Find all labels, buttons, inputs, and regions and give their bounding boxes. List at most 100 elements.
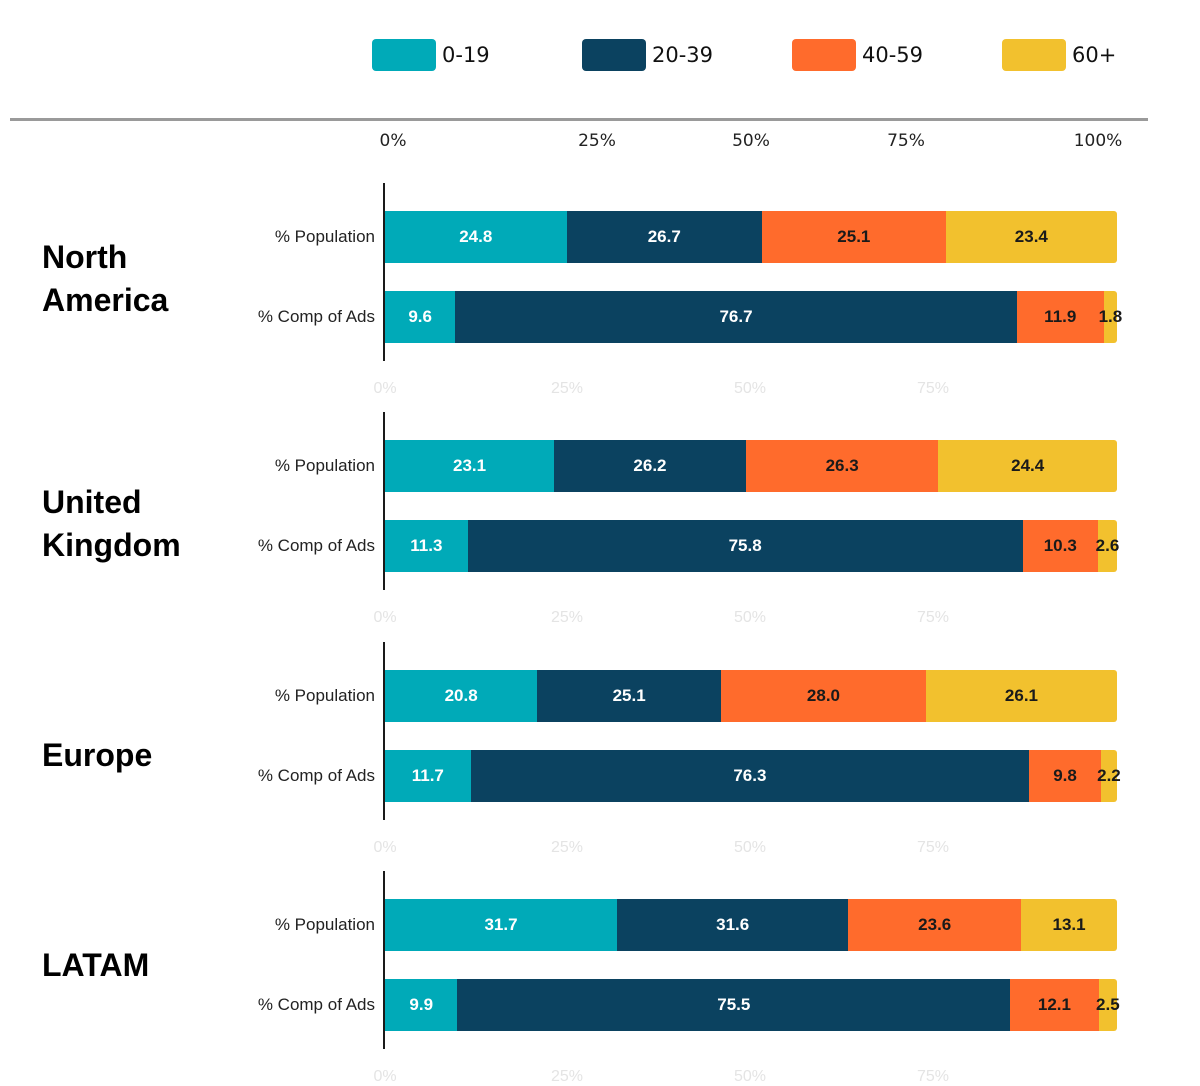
bar-data-label: 10.3	[1043, 536, 1077, 555]
bar-data-label: 26.3	[825, 456, 859, 475]
row-label: % Comp of Ads	[257, 766, 375, 785]
legend-item-0-19: 0-19	[372, 38, 490, 72]
x-tick-label: 75%	[887, 131, 925, 151]
legend-swatch	[792, 39, 856, 71]
x-tick-label: 50%	[732, 131, 770, 151]
x-tick-label: 100%	[1073, 131, 1123, 151]
ghost-tick-label: 50%	[733, 380, 767, 397]
bar-data-label: 24.8	[459, 227, 493, 246]
bar-segment-0-19: 20.8	[385, 670, 538, 722]
bar-segment-60plus: 2.6	[1095, 520, 1120, 572]
row-label: % Comp of Ads	[257, 307, 375, 326]
y-axis-line	[383, 871, 385, 1049]
bar-segment-40-59: 28.0	[720, 670, 926, 722]
y-axis-line	[383, 412, 385, 590]
bar-data-label: 20.8	[444, 686, 478, 705]
region-label-north-america: North America	[42, 239, 169, 318]
region-label-europe: Europe	[42, 737, 153, 773]
bar-data-label: 76.3	[733, 766, 767, 785]
bar-segment-20-39: 26.7	[566, 211, 762, 263]
bar-segment-60plus: 2.5	[1096, 979, 1120, 1031]
bar-segment-40-59: 10.3	[1022, 520, 1098, 572]
bar-data-label: 2.6	[1095, 536, 1120, 555]
bar-data-label: 75.8	[728, 536, 762, 555]
legend-label: 0-19	[442, 43, 490, 67]
bar-segment-60plus: 1.8	[1099, 291, 1122, 343]
bar-data-label: 1.8	[1098, 307, 1123, 326]
row-label: % Comp of Ads	[257, 536, 375, 555]
legend-label: 60+	[1072, 43, 1117, 67]
bar-data-label: 11.3	[410, 536, 443, 555]
header-divider	[10, 118, 1148, 121]
ghost-tick-label: 75%	[916, 839, 950, 856]
x-tick-label: 25%	[578, 131, 616, 151]
region-label-united-kingdom: United Kingdom	[42, 484, 181, 563]
bar-segment-0-19: 11.7	[385, 750, 471, 802]
bar-segment-40-59: 26.3	[745, 440, 939, 492]
legend-label: 20-39	[652, 43, 714, 67]
row-label: % Population	[274, 456, 375, 475]
ghost-tick-label: 25%	[550, 609, 584, 626]
bar-data-label: 12.1	[1037, 995, 1071, 1014]
row-label: % Population	[274, 227, 375, 246]
bar-segment-20-39: 75.5	[457, 979, 1011, 1031]
bar-data-label: 75.5	[717, 995, 751, 1014]
bar-data-label: 31.7	[484, 915, 518, 934]
bar-data-label: 23.1	[452, 456, 487, 475]
y-axis-line	[383, 183, 385, 361]
bar-segment-20-39: 75.8	[467, 520, 1023, 572]
bar-data-label: 13.1	[1052, 915, 1086, 934]
x-tick-label: 0%	[379, 131, 407, 151]
legend-swatch	[1002, 39, 1066, 71]
bar-segment-0-19: 9.9	[385, 979, 458, 1031]
ghost-tick-label: 50%	[733, 609, 767, 626]
ghost-tick-label: 0%	[373, 839, 397, 856]
bar-data-label: 31.6	[716, 915, 750, 934]
row-label: % Population	[274, 915, 375, 934]
chart-legend: 0-19 20-39 40-59 60+	[0, 38, 1200, 72]
bar-segment-60plus: 13.1	[1021, 899, 1117, 951]
bar-segment-60plus: 24.4	[938, 440, 1117, 492]
bar-data-label: 23.6	[918, 915, 952, 934]
bar-segment-0-19: 23.1	[385, 440, 555, 492]
bar-segment-0-19: 9.6	[385, 291, 456, 343]
bar-segment-0-19: 24.8	[385, 211, 567, 263]
bar-segment-0-19: 11.3	[385, 520, 468, 572]
legend-item-40-59: 40-59	[792, 38, 923, 72]
bar-segment-20-39: 25.1	[537, 670, 721, 722]
bar-data-label: 25.1	[837, 227, 871, 246]
bar-segment-20-39: 76.7	[455, 291, 1017, 343]
bar-data-label: 26.1	[1004, 686, 1038, 705]
legend-item-60plus: 60+	[1002, 38, 1116, 72]
ghost-tick-label: 0%	[373, 380, 397, 397]
y-axis-line	[383, 642, 385, 820]
bar-segment-60plus: 26.1	[925, 670, 1117, 722]
ghost-tick-label: 25%	[550, 839, 584, 856]
bar-segment-60plus: 2.2	[1097, 750, 1121, 802]
bar-data-label: 9.6	[408, 307, 432, 326]
legend-item-20-39: 20-39	[582, 38, 713, 72]
ghost-tick-label: 50%	[733, 839, 767, 856]
bar-segment-0-19: 31.7	[385, 899, 618, 951]
ghost-tick-label: 25%	[550, 1068, 584, 1085]
ghost-tick-label: 0%	[373, 1068, 397, 1085]
ghost-tick-label: 75%	[916, 1068, 950, 1085]
bar-data-label: 11.9	[1044, 307, 1077, 326]
bar-data-label: 28.0	[806, 686, 840, 705]
bar-segment-40-59: 9.8	[1029, 750, 1101, 802]
bar-data-label: 24.4	[1011, 456, 1045, 475]
row-label: % Population	[274, 686, 375, 705]
bar-data-label: 2.5	[1096, 995, 1120, 1014]
ghost-tick-label: 75%	[916, 380, 950, 397]
legend-label: 40-59	[862, 43, 924, 67]
legend-swatch	[582, 39, 646, 71]
bar-data-label: 9.8	[1053, 766, 1077, 785]
bar-data-label: 2.2	[1097, 766, 1121, 785]
bar-data-label: 26.7	[647, 227, 681, 246]
bar-segment-20-39: 76.3	[470, 750, 1030, 802]
bar-data-label: 23.4	[1014, 227, 1048, 246]
bar-segment-20-39: 31.6	[617, 899, 849, 951]
bar-segment-40-59: 12.1	[1010, 979, 1099, 1031]
row-label: % Comp of Ads	[257, 995, 375, 1014]
bar-segment-40-59: 25.1	[761, 211, 946, 263]
